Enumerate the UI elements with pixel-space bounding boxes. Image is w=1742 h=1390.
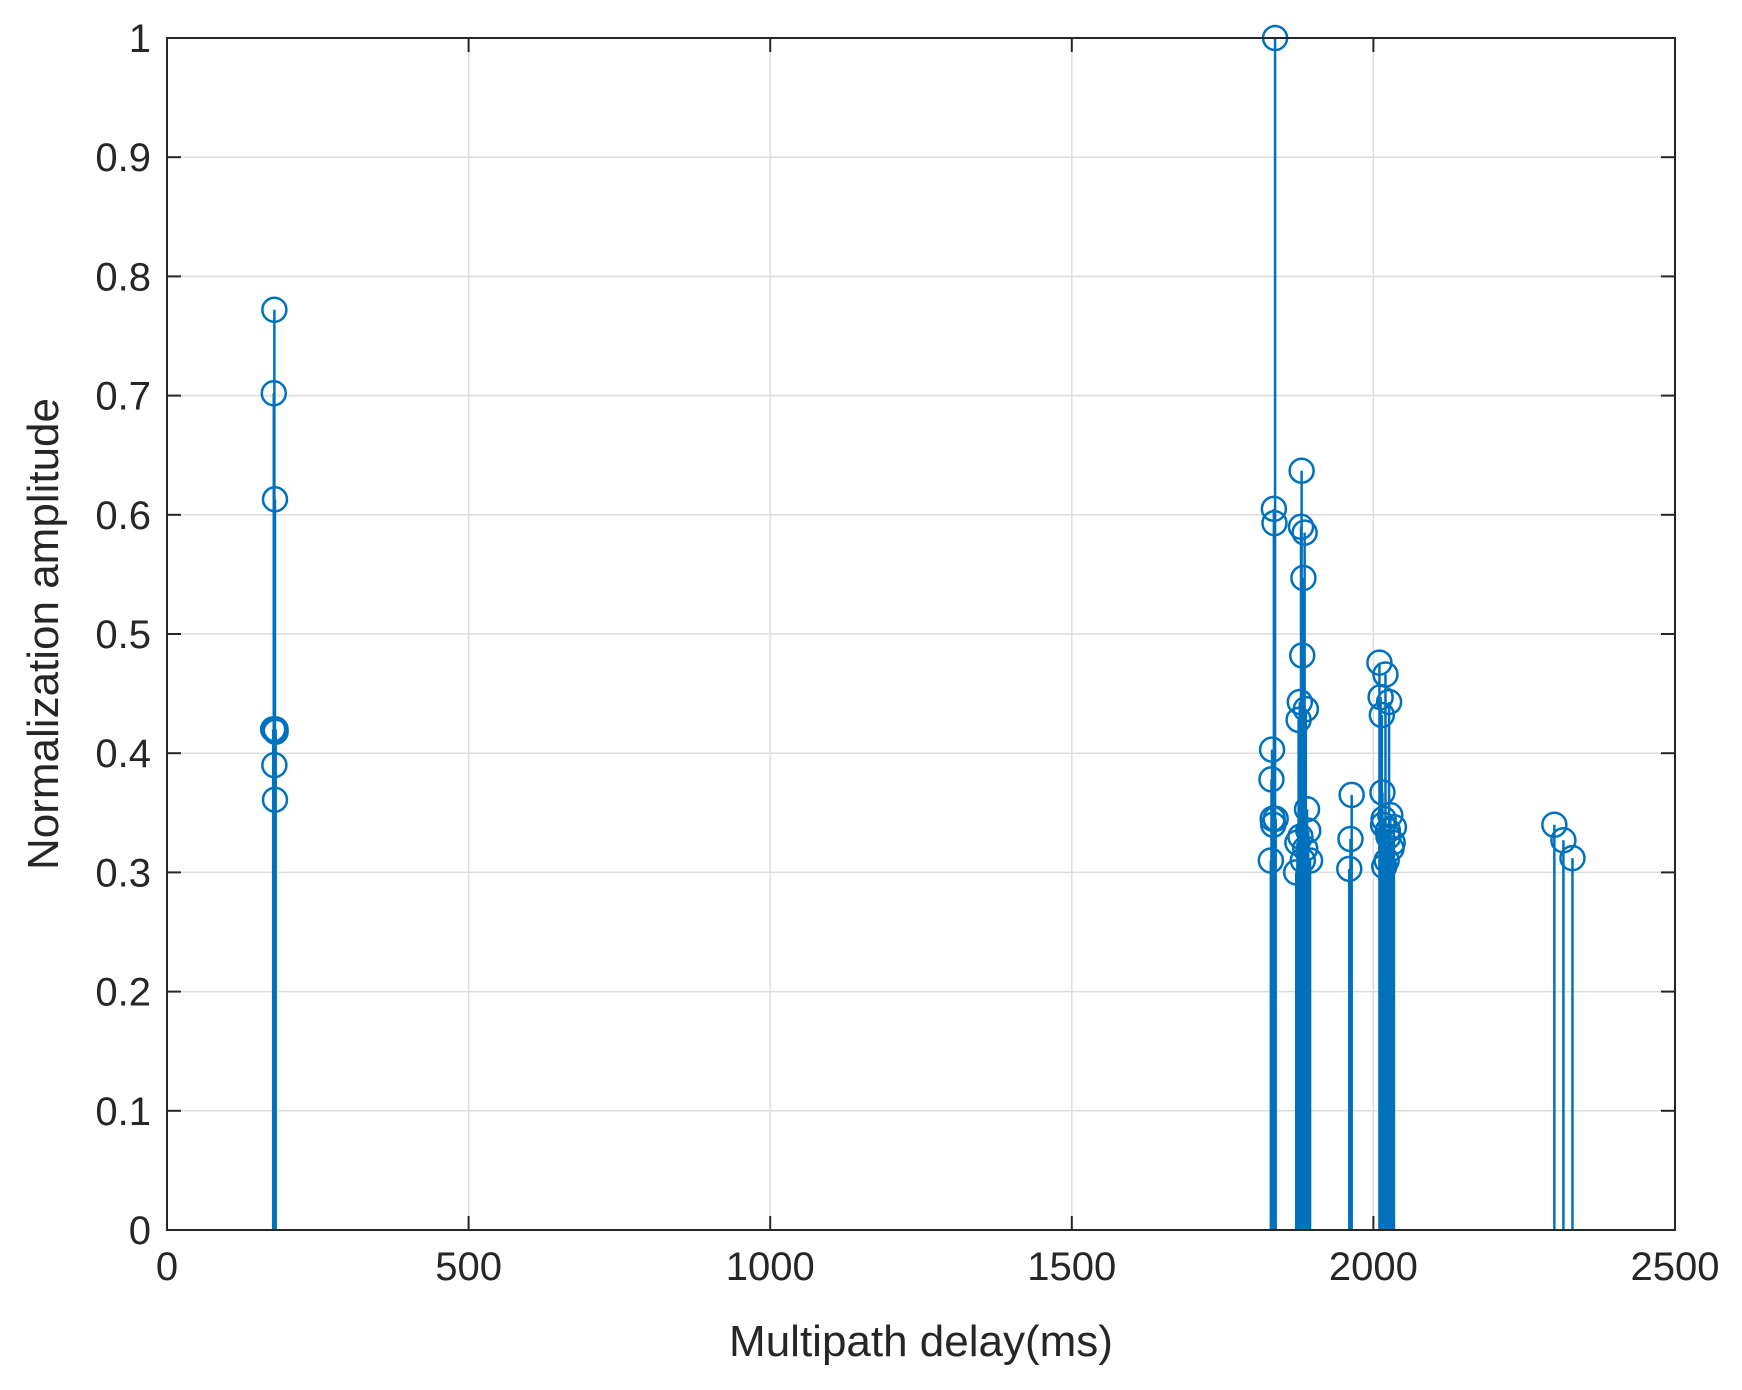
stem-series — [259, 24, 1586, 1230]
stem-marker — [1289, 847, 1317, 874]
stem-marker — [261, 296, 288, 324]
stem-marker — [1296, 847, 1324, 874]
stem-marker — [1559, 844, 1586, 872]
stem-marker — [1375, 823, 1402, 850]
stem-marker — [1377, 801, 1404, 829]
stem-marker — [1336, 855, 1363, 883]
stem-marker — [1291, 835, 1319, 862]
stem-marker — [1379, 829, 1406, 856]
stem-marker — [1375, 688, 1403, 716]
stem-marker — [1287, 513, 1315, 540]
x-axis-label: Multipath delay(ms) — [729, 1317, 1113, 1366]
x-tick-label: 0 — [156, 1245, 178, 1289]
x-tick-label: 1500 — [1027, 1245, 1116, 1289]
stem-marker — [260, 379, 288, 407]
x-tick-label: 500 — [435, 1245, 502, 1289]
stem-marker — [1370, 805, 1397, 833]
stem-marker — [261, 786, 289, 813]
x-tick-label: 1000 — [726, 1245, 815, 1289]
y-tick-label: 0.6 — [95, 494, 151, 538]
stem-marker — [1366, 649, 1393, 676]
axes-box — [166, 37, 1676, 1231]
y-tick-label: 0.5 — [95, 613, 151, 657]
y-tick-labels: 0 0.1 0.2 0.3 0.4 0.5 0.6 0.7 0.8 0.9 1 — [95, 17, 151, 1253]
y-tick-label: 0.9 — [95, 136, 151, 180]
stem-marker — [1261, 509, 1288, 537]
stem-marker — [1338, 781, 1365, 809]
stem-marker — [262, 716, 289, 743]
y-tick-label: 0.7 — [95, 375, 151, 419]
stem-marker — [1288, 642, 1316, 669]
y-tick-label: 0.3 — [95, 851, 151, 895]
stem-marker — [1368, 701, 1396, 729]
stem-marker — [1541, 811, 1568, 838]
stem-marker — [1295, 817, 1322, 844]
stem-marker — [261, 751, 288, 779]
stem-marker — [1293, 795, 1321, 823]
y-axis-label: Normalization amplitude — [19, 398, 68, 870]
stem-marker — [1288, 457, 1315, 484]
stem-marker — [1260, 495, 1288, 523]
x-tick-label: 2000 — [1329, 1245, 1418, 1289]
stem-marker — [1286, 688, 1314, 716]
stem-marker — [1337, 825, 1364, 853]
stem-marker — [1258, 736, 1286, 763]
x-tick-labels: 0 500 1000 1500 2000 2500 — [156, 1245, 1720, 1289]
stem-marker — [1290, 564, 1317, 592]
y-tick-label: 1 — [129, 17, 151, 61]
stem-marker — [1291, 519, 1318, 546]
stem-marker — [1258, 766, 1285, 793]
x-tick-label: 2500 — [1631, 1245, 1720, 1289]
y-tick-label: 0.4 — [95, 732, 151, 776]
stem-marker — [1262, 805, 1289, 833]
stem-marker — [1257, 847, 1285, 874]
y-tick-label: 0.1 — [95, 1090, 151, 1134]
y-tick-label: 0 — [129, 1209, 151, 1253]
stem-marker — [1292, 695, 1320, 723]
grid-lines — [167, 38, 1675, 1230]
stem-marker — [261, 486, 289, 513]
stem-marker — [1372, 661, 1399, 688]
y-tick-label: 0.2 — [95, 971, 151, 1015]
y-tick-label: 0.8 — [95, 255, 151, 299]
